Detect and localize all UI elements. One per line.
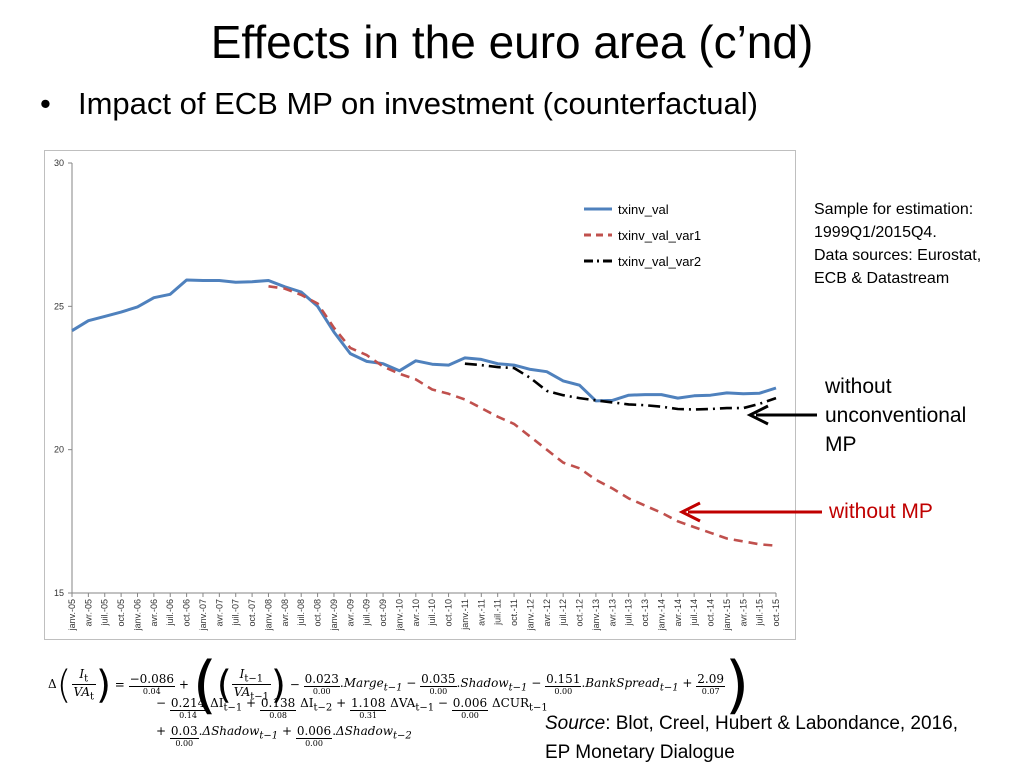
source-label: Source bbox=[545, 713, 606, 734]
sample-line-2: 1999Q1/2015Q4. bbox=[814, 224, 937, 241]
x-tick-label: juil.-10 bbox=[427, 599, 437, 627]
x-tick-label: oct.-09 bbox=[378, 599, 388, 627]
sample-line-1: Sample for estimation: bbox=[814, 201, 974, 218]
x-tick-label: juil.-08 bbox=[296, 599, 306, 627]
unconv-line-3: MP bbox=[825, 433, 857, 456]
x-tick-label: oct.-15 bbox=[771, 599, 781, 627]
slide-title: Effects in the euro area (c’nd) bbox=[210, 16, 814, 68]
x-tick-label: janv.-08 bbox=[263, 599, 273, 631]
x-tick-label: avr.-14 bbox=[673, 599, 683, 627]
x-tick-label: avr.-05 bbox=[83, 599, 93, 627]
source-line-2: EP Monetary Dialogue bbox=[545, 742, 735, 763]
y-tick-label: 20 bbox=[54, 445, 64, 455]
x-tick-label: oct.-07 bbox=[247, 599, 257, 627]
x-tick-label: avr.-08 bbox=[280, 599, 290, 627]
x-tick-label: avr.-09 bbox=[345, 599, 355, 627]
x-tick-label: avr.-11 bbox=[476, 599, 486, 626]
sources-line-1: Data sources: Eurostat, bbox=[814, 247, 982, 264]
x-tick-label: juil.-12 bbox=[558, 599, 568, 627]
x-tick-label: janv.-06 bbox=[132, 599, 142, 631]
no-mp-annotation: without MP bbox=[829, 500, 933, 523]
x-tick-label: oct.-13 bbox=[640, 599, 650, 627]
x-tick-label: juil.-13 bbox=[624, 599, 634, 627]
bullet-point: • Impact of ECB MP on investment (counter… bbox=[40, 84, 758, 124]
x-tick-label: avr.-13 bbox=[607, 599, 617, 627]
unconventional-annotation: without unconventional MP bbox=[825, 372, 1015, 459]
series-line-txinv_val_var2 bbox=[464, 362, 777, 411]
x-tick-label: juil.-07 bbox=[231, 599, 241, 627]
estimation-note: Sample for estimation: 1999Q1/2015Q4. Da… bbox=[814, 198, 1014, 290]
x-tick-label: avr.-07 bbox=[214, 599, 224, 627]
x-tick-label: janv.-07 bbox=[198, 599, 208, 631]
y-tick-label: 25 bbox=[54, 301, 64, 311]
source-citation: Source: Blot, Creel, Hubert & Labondance… bbox=[545, 709, 1015, 767]
equation-row-1: Δ(It VAt) = −0.086 0.04 + ((It−1 VAt−1) − 0… bbox=[48, 648, 750, 721]
x-tick-label: oct.-06 bbox=[182, 599, 192, 627]
investment-chart: 15 20 25 30 janv.-05 avr.-05 juil.-05 oct.-05 ja… bbox=[44, 150, 796, 640]
legend-label: txinv_val_var1 bbox=[618, 228, 701, 243]
x-tick-label: oct.-05 bbox=[116, 599, 126, 627]
x-tick-label: janv.-11 bbox=[460, 599, 470, 631]
x-tick-label: juil.-15 bbox=[755, 599, 765, 627]
x-tick-label: oct.-12 bbox=[575, 599, 585, 627]
x-tick-label: janv.-14 bbox=[656, 599, 666, 631]
x-tick-label: juil.-09 bbox=[362, 599, 372, 627]
x-tick-label: juil.-06 bbox=[165, 599, 175, 627]
series-line-txinv_val bbox=[71, 278, 777, 403]
x-tick-label: avr.-15 bbox=[738, 599, 748, 627]
no-mp-arrow bbox=[678, 501, 822, 523]
unconv-line-2: unconventional bbox=[825, 404, 967, 427]
legend-label: txinv_val bbox=[618, 202, 669, 217]
equation-row-3: + 0.03 0.00 .ΔShadowt−1 + 0.006 0.00 .ΔShado… bbox=[156, 724, 412, 748]
x-tick-label: oct.-08 bbox=[313, 599, 323, 627]
unconv-line-1: without bbox=[825, 375, 892, 398]
x-tick-label: juil.-05 bbox=[100, 599, 110, 627]
x-tick-label: oct.-10 bbox=[444, 599, 454, 627]
x-tick-label: juil.-11 bbox=[493, 599, 503, 626]
x-tick-label: janv.-12 bbox=[525, 599, 535, 631]
bullet-text: Impact of ECB MP on investment (counterf… bbox=[78, 86, 759, 121]
x-tick-label: janv.-15 bbox=[722, 599, 732, 631]
x-tick-label: juil.-14 bbox=[689, 599, 699, 627]
x-tick-label: avr.-10 bbox=[411, 599, 421, 627]
x-tick-label: avr.-12 bbox=[542, 599, 552, 627]
series-line-txinv_val_var1 bbox=[268, 285, 777, 547]
sources-line-2: ECB & Datastream bbox=[814, 270, 950, 287]
x-tick-label: janv.-09 bbox=[329, 599, 339, 631]
x-tick-label: janv.-05 bbox=[67, 599, 77, 631]
x-tick-label: oct.-14 bbox=[706, 599, 716, 627]
y-tick-label: 15 bbox=[54, 588, 64, 598]
bullet-symbol: • bbox=[40, 86, 51, 121]
equation-row-2: − 0.214 0.14 ΔIt−1 + 0.138 0.08 ΔIt−2 + 1.… bbox=[156, 696, 548, 720]
x-tick-label: janv.-13 bbox=[591, 599, 601, 631]
x-tick-label: janv.-10 bbox=[394, 599, 404, 631]
y-tick-label: 30 bbox=[54, 158, 64, 168]
source-authors: : Blot, Creel, Hubert & Labondance, 2016… bbox=[605, 713, 958, 734]
x-tick-label: oct.-11 bbox=[509, 599, 519, 626]
unconv-arrow bbox=[746, 404, 817, 426]
x-tick-label: avr.-06 bbox=[149, 599, 159, 627]
legend-label: txinv_val_var2 bbox=[618, 254, 701, 269]
